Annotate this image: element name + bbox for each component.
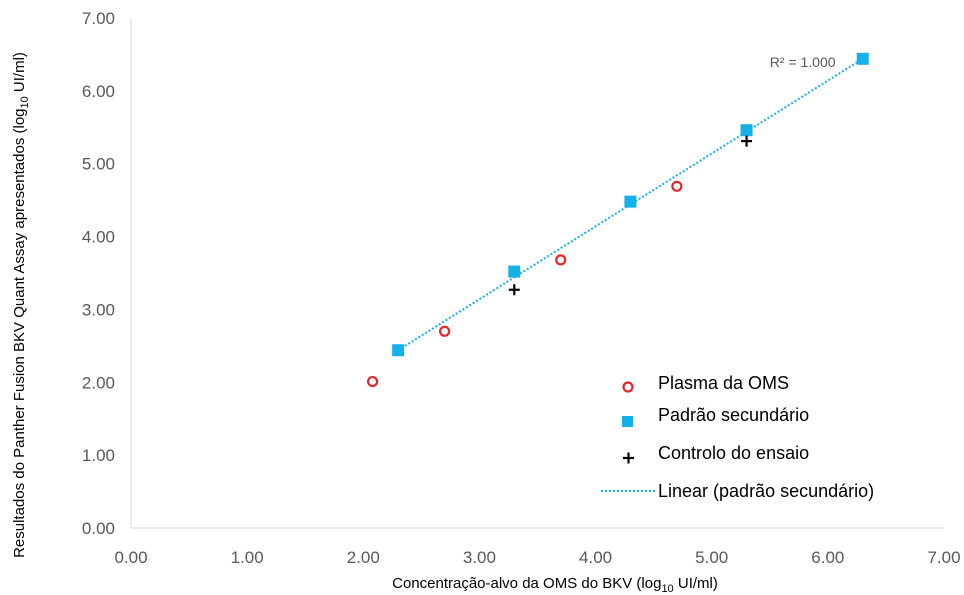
- point-padrao-secundario: [624, 195, 637, 208]
- y-tick-label: 0.00: [82, 519, 115, 538]
- point-controlo-ensaio: [741, 135, 753, 147]
- x-tick-label: 7.00: [927, 548, 960, 567]
- x-tick-label: 3.00: [463, 548, 496, 567]
- y-tick-label: 4.00: [82, 228, 115, 247]
- y-tick-label: 1.00: [82, 446, 115, 465]
- trendline-group: [397, 57, 864, 352]
- y-tick-label: 7.00: [82, 9, 115, 28]
- x-tick-labels: 0.00 1.00 2.00 3.00 4.00 5.00 6.00 7.00: [114, 548, 960, 567]
- point-plasma-oms: [555, 254, 567, 266]
- legend-marker-padrao: [622, 416, 633, 427]
- legend-label-padrao: Padrão secundário: [658, 405, 809, 425]
- y-tick-label: 3.00: [82, 300, 115, 319]
- y-axis-title: Resultados do Panther Fusion BKV Quant A…: [11, 52, 31, 558]
- legend-label-controlo: Controlo do ensaio: [658, 443, 809, 463]
- x-tick-label: 1.00: [231, 548, 264, 567]
- legend-marker-plasma: [622, 381, 634, 393]
- y-tick-label: 2.00: [82, 373, 115, 392]
- point-padrao-secundario: [508, 265, 521, 278]
- r-squared-annotation: R² = 1.000: [770, 54, 836, 70]
- point-plasma-oms: [366, 375, 379, 388]
- x-tick-label: 5.00: [695, 548, 728, 567]
- point-plasma-oms: [438, 325, 451, 337]
- data-points: [366, 52, 869, 388]
- x-tick-label: 2.00: [347, 548, 380, 567]
- legend-label-plasma: Plasma da OMS: [658, 373, 789, 393]
- legend-marker-controlo: [623, 452, 634, 464]
- axes: [130, 18, 944, 529]
- y-tick-labels: 0.00 1.00 2.00 3.00 4.00 5.00 6.00 7.00: [82, 9, 115, 538]
- y-tick-label: 5.00: [82, 155, 115, 174]
- x-tick-label: 4.00: [579, 548, 612, 567]
- point-padrao-secundario: [392, 344, 405, 357]
- point-controlo-ensaio: [508, 284, 520, 296]
- point-padrao-secundario: [856, 52, 869, 65]
- x-tick-label: 0.00: [114, 548, 147, 567]
- point-plasma-oms: [671, 180, 683, 192]
- point-padrao-secundario: [740, 124, 753, 137]
- x-tick-label: 6.00: [811, 548, 844, 567]
- trendline: [397, 57, 864, 352]
- legend-label-linear: Linear (padrão secundário): [658, 481, 874, 501]
- y-tick-label: 6.00: [82, 82, 115, 101]
- legend: Plasma da OMS Padrão secundário Controlo…: [601, 373, 874, 501]
- x-axis-title: Concentração-alvo da OMS do BKV (log10 U…: [392, 575, 718, 595]
